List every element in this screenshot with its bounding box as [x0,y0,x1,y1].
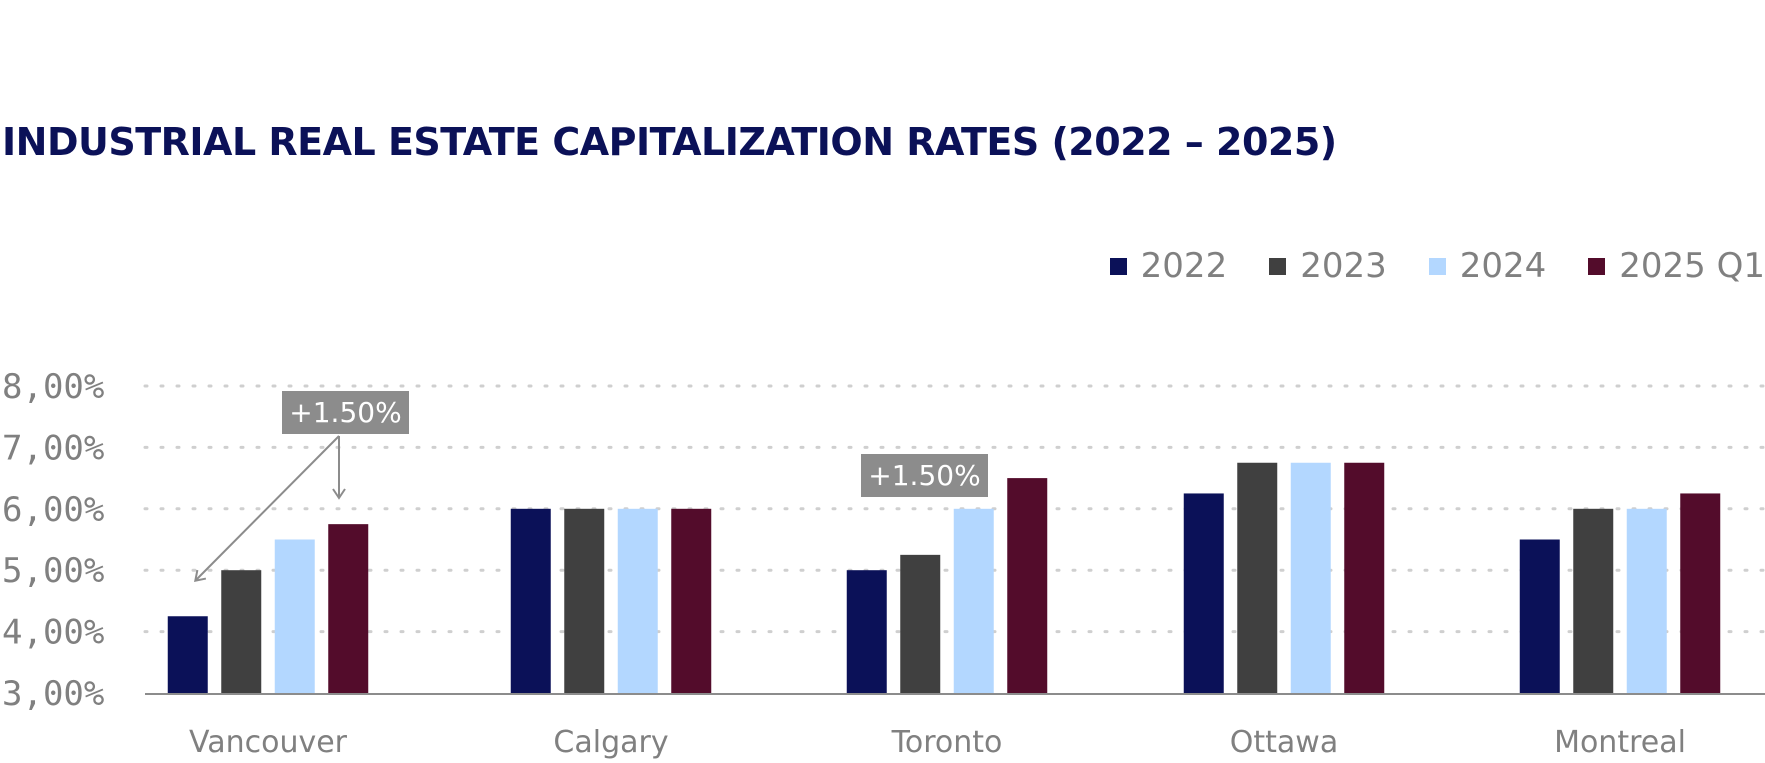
bar-vancouver-2025-q1 [328,524,369,693]
y-tick-label: 7,00% [2,428,104,468]
y-axis-ticks: 3,00% 4,00% 5,00% 6,00% 7,00% 8,00% [2,367,104,714]
bar-ottawa-2023 [1237,462,1278,693]
legend-item-2025-q1: 2025 Q1 [1588,246,1765,286]
legend-swatch-2024 [1428,257,1446,275]
bar-calgary-2022 [510,508,551,693]
bar-montreal-2024 [1626,508,1667,693]
legend-swatch-2022 [1109,257,1127,275]
bar-toronto-2023 [900,554,941,693]
bar-vancouver-2024 [274,539,315,693]
bar-montreal-2022 [1519,539,1560,693]
x-tick-label: Calgary [553,725,668,760]
y-tick-label: 5,00% [2,551,104,591]
x-tick-label: Montreal [1554,725,1686,760]
legend-swatch-2025-q1 [1588,257,1606,275]
legend-label-2025-q1: 2025 Q1 [1619,246,1765,286]
bar-calgary-2023 [564,508,605,693]
legend-item-2024: 2024 [1428,246,1547,286]
bar-calgary-2025-q1 [671,508,712,693]
annotation-label: +1.50% [868,459,980,492]
bar-toronto-2025-q1 [1007,478,1048,693]
bars [167,462,1721,693]
bar-vancouver-2023 [221,570,262,693]
legend-item-2023: 2023 [1269,246,1387,286]
x-axis-ticks: Vancouver Calgary Toronto Ottawa Montreal [189,725,1686,760]
legend-label-2022: 2022 [1140,246,1228,286]
bar-ottawa-2025-q1 [1344,462,1385,693]
bar-montreal-2025-q1 [1680,493,1721,693]
annotations: +1.50% +1.50% [194,391,988,582]
bar-vancouver-2022 [167,616,208,693]
legend-item-2022: 2022 [1109,246,1228,286]
y-tick-label: 6,00% [2,490,104,530]
y-tick-label: 8,00% [2,367,104,407]
x-tick-label: Vancouver [189,725,348,760]
chart-legend: 2022 2023 2024 2025 Q1 [1109,246,1765,286]
bar-toronto-2022 [846,570,887,693]
legend-swatch-2023 [1269,257,1287,275]
annotation-label: +1.50% [289,396,401,429]
bar-montreal-2023 [1573,508,1614,693]
bar-toronto-2024 [953,508,994,693]
annotation-arrow [194,435,340,582]
bar-ottawa-2022 [1183,493,1224,693]
annotation-box [282,391,409,434]
chart-title: INDUSTRIAL REAL ESTATE CAPITALIZATION RA… [2,120,1337,164]
y-tick-label: 4,00% [2,613,104,653]
legend-label-2023: 2023 [1300,246,1387,286]
annotation-box [861,454,988,497]
x-tick-label: Ottawa [1230,725,1338,760]
bar-calgary-2024 [617,508,658,693]
bar-ottawa-2024 [1290,462,1331,693]
legend-label-2024: 2024 [1459,246,1547,286]
x-tick-label: Toronto [891,725,1003,760]
y-tick-label: 3,00% [2,674,104,714]
